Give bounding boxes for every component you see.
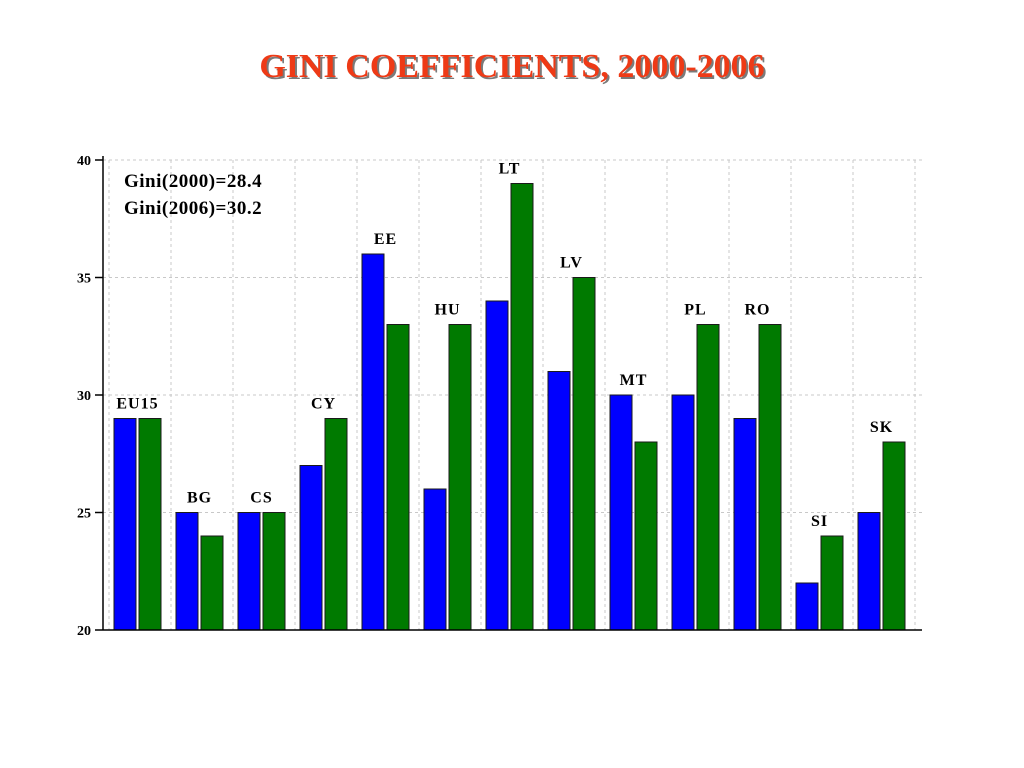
bar-2006 bbox=[324, 418, 348, 631]
y-tick-label: 35 bbox=[77, 272, 91, 287]
y-tick-label: 30 bbox=[77, 389, 91, 404]
category-label: CS bbox=[250, 490, 272, 507]
bar-2000 bbox=[609, 394, 633, 631]
y-tick-label: 25 bbox=[77, 507, 91, 522]
bar-2006 bbox=[696, 324, 720, 631]
gini-annotation: Gini(2000)=28.4 bbox=[124, 171, 262, 192]
bar-2006 bbox=[820, 535, 844, 631]
page-title: GINI COEFFICIENTS, 2000-2006 bbox=[259, 48, 765, 85]
category-label: LV bbox=[560, 255, 583, 272]
category-label: SI bbox=[811, 513, 828, 530]
category-label: LT bbox=[499, 161, 521, 178]
bar-2006 bbox=[758, 324, 782, 631]
bar-2000 bbox=[547, 371, 571, 631]
category-label: BG bbox=[187, 490, 212, 507]
category-label: CY bbox=[311, 396, 336, 413]
bar-2000 bbox=[485, 300, 509, 631]
bar-2006 bbox=[510, 183, 534, 631]
bar-2000 bbox=[175, 512, 199, 631]
bar-2000 bbox=[423, 488, 447, 631]
bar-2006 bbox=[882, 441, 906, 631]
category-label: EU15 bbox=[116, 396, 158, 413]
bar-2006 bbox=[262, 512, 286, 631]
bar-2000 bbox=[733, 418, 757, 631]
bar-2006 bbox=[572, 277, 596, 631]
bar-2006 bbox=[138, 418, 162, 631]
gini-annotation: Gini(2006)=30.2 bbox=[124, 198, 262, 219]
category-label: SK bbox=[870, 419, 893, 436]
bar-2000 bbox=[795, 582, 819, 631]
category-label: MT bbox=[620, 372, 648, 389]
bar-2000 bbox=[671, 394, 695, 631]
y-tick-label: 40 bbox=[77, 154, 91, 169]
category-label: RO bbox=[745, 302, 771, 319]
bar-2006 bbox=[448, 324, 472, 631]
bar-2006 bbox=[386, 324, 410, 631]
category-label: EE bbox=[374, 231, 397, 248]
bar-2000 bbox=[237, 512, 261, 631]
bar-2006 bbox=[200, 535, 224, 631]
bar-2000 bbox=[299, 465, 323, 631]
category-label: HU bbox=[435, 302, 461, 319]
category-label: PL bbox=[684, 302, 706, 319]
bar-2000 bbox=[361, 253, 385, 631]
bar-2000 bbox=[857, 512, 881, 631]
y-tick-label: 20 bbox=[77, 624, 91, 639]
bar-2000 bbox=[113, 418, 137, 631]
bar-2006 bbox=[634, 441, 658, 631]
